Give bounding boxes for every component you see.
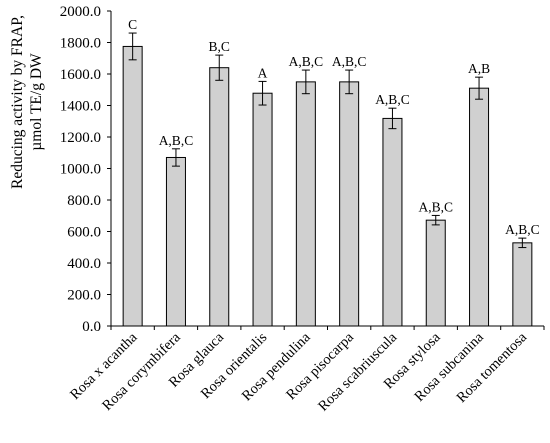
bar [425,219,446,327]
y-tick-label: 1600.0 [60,67,101,83]
significance-label: A,B,C [332,54,367,69]
bar [382,117,403,327]
significance-label: A,B [468,61,490,76]
significance-label: A,B,C [418,199,453,214]
significance-label: A,B,C [505,222,540,237]
y-tick-label: 200.0 [67,288,101,304]
y-axis-label-line-2: µmol TE/g DW [28,53,45,151]
significance-label: A,B,C [159,133,194,148]
bar [469,87,490,327]
plot-area: 0.0 200.0 400.0 600.0 800.0 1000.0 1200.0 1400.… [60,4,545,415]
y-tick-label: 800.0 [67,193,101,209]
x-tick-label: Rosa corymbifera [99,329,184,414]
significance-label: A,B,C [375,92,410,107]
y-tick-label: 400.0 [67,256,101,272]
bar [295,81,316,327]
significance-label: B,C [209,39,230,54]
bar [339,81,360,327]
y-tick-label: 0.0 [82,319,101,335]
bar [165,156,186,327]
y-tick-label: 1800.0 [60,36,101,52]
y-axis-label: Reducing activity by FRAP, µmol TE/g DW [9,15,45,189]
y-tick-label: 600.0 [67,225,101,241]
bar [122,45,143,327]
x-tick-label: Rosa scabriuscula [315,329,400,414]
y-tick-label: 1000.0 [60,162,101,178]
y-tick-label: 1200.0 [60,130,101,146]
significance-label: A,B,C [289,54,324,69]
significance-label: C [128,17,137,32]
y-tick-label: 2000.0 [60,4,101,20]
bar [252,92,273,327]
y-axis-label-line-1: Reducing activity by FRAP, [9,15,26,189]
bar [209,67,230,327]
y-tick-label: 1400.0 [60,99,101,115]
significance-label: A [258,65,268,80]
bar [512,242,533,327]
